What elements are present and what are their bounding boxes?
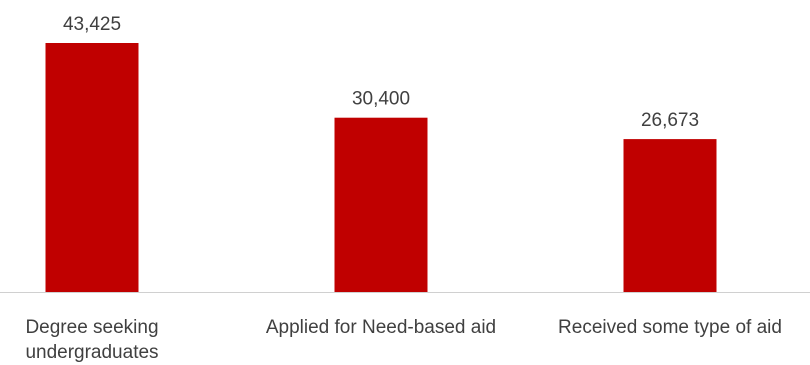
- bar-3: [623, 139, 717, 292]
- category-label: Received some type of aid: [558, 317, 782, 338]
- category-label-line: undergraduates: [25, 342, 158, 363]
- bar-1: [45, 43, 139, 292]
- category-label: Applied for Need-based aid: [266, 317, 496, 338]
- bar-value-label: 26,673: [641, 110, 699, 131]
- bars-layer: [45, 43, 717, 292]
- category-labels-layer: Degree seeking undergraduates Applied for …: [25, 317, 782, 363]
- category-label-line: Received some type of aid: [558, 317, 782, 338]
- value-labels-layer: 43,425 30,400 26,673: [63, 14, 699, 131]
- category-label: Degree seeking undergraduates: [25, 317, 158, 363]
- bar-value-label: 30,400: [352, 89, 410, 110]
- category-label-line: Degree seeking: [25, 317, 158, 338]
- category-label-line: Applied for Need-based aid: [266, 317, 496, 338]
- bar-2: [334, 117, 428, 292]
- bar-value-label: 43,425: [63, 14, 121, 35]
